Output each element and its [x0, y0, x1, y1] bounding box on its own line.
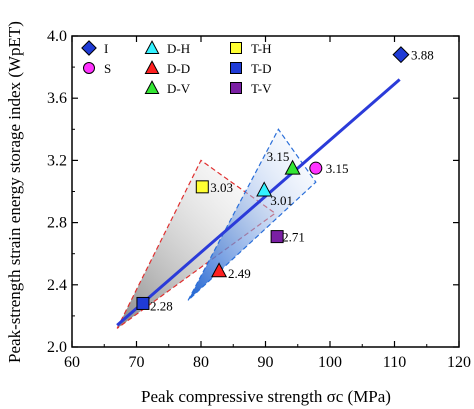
point-t-v — [270, 230, 284, 244]
regions-layer — [116, 128, 317, 329]
legend-marker-d-d — [144, 60, 160, 74]
x-tick-label: 60 — [64, 354, 80, 371]
x-tick-label: 70 — [129, 354, 145, 371]
region-blue-triangle — [187, 128, 317, 301]
point-i — [392, 46, 410, 64]
y-tick-label: 4.0 — [47, 28, 67, 45]
legend-marker-i — [81, 40, 97, 56]
y-tick-label: 2.0 — [47, 339, 67, 356]
legend-marker-t-h — [230, 42, 242, 54]
legend-marker-t-d — [230, 62, 242, 74]
region-gray-triangle — [116, 159, 277, 329]
legend-label-t-h: T-H — [251, 41, 271, 56]
point-d-v — [284, 159, 301, 175]
legend-marker-t-v — [230, 82, 242, 94]
y-tick-label: 3.6 — [47, 90, 67, 107]
point-d-h — [256, 181, 273, 197]
point-t-h — [195, 180, 209, 194]
x-tick-label: 110 — [383, 354, 406, 371]
legend-label-s: S — [104, 61, 111, 76]
legend-marker-s — [83, 62, 95, 74]
y-axis-label: Peak-strength strain energy storage inde… — [5, 21, 24, 363]
legend: IS D-H D-D D-V T-H T-D T-V — [81, 40, 272, 96]
point-t-d — [136, 296, 150, 310]
y-tick-label: 2.8 — [47, 215, 67, 232]
legend-label-t-v: T-V — [251, 81, 272, 96]
points-layer — [136, 46, 410, 310]
data-label-t-h: 3.03 — [210, 180, 233, 195]
data-label-s: 3.15 — [326, 161, 349, 176]
x-tick-label: 90 — [258, 354, 274, 371]
legend-marker-d-v — [144, 80, 160, 94]
x-tick-label: 100 — [318, 354, 342, 371]
data-labels-layer: 3.88 3.15 3.01 2.49 3.15 3.03 2.28 2.71 — [150, 48, 434, 314]
ticks-layer: 60 70 80 90 100 110 120 2.0 2.4 2.8 3.2 3.6 4.0 — [47, 28, 471, 371]
data-label-d-v: 3.15 — [267, 149, 290, 164]
legend-marker-d-h — [144, 40, 160, 54]
data-label-t-d: 2.28 — [150, 298, 173, 313]
x-tick-label: 80 — [193, 354, 209, 371]
y-tick-label: 3.2 — [47, 152, 67, 169]
data-label-i: 3.88 — [411, 48, 434, 63]
legend-label-d-v: D-V — [167, 81, 191, 96]
y-tick-label: 2.4 — [47, 277, 67, 294]
point-s — [309, 161, 323, 175]
legend-label-d-h: D-H — [167, 41, 190, 56]
x-tick-label: 120 — [447, 354, 471, 371]
fit-line — [116, 78, 401, 327]
data-label-t-v: 2.71 — [282, 230, 305, 245]
legend-label-i: I — [104, 41, 108, 56]
x-axis-label: Peak compressive strength σc (MPa) — [141, 387, 391, 406]
data-label-d-d: 2.49 — [228, 266, 251, 281]
legend-label-t-d: T-D — [251, 61, 271, 76]
data-label-d-h: 3.01 — [270, 193, 293, 208]
point-d-d — [211, 262, 228, 278]
legend-label-d-d: D-D — [167, 61, 190, 76]
